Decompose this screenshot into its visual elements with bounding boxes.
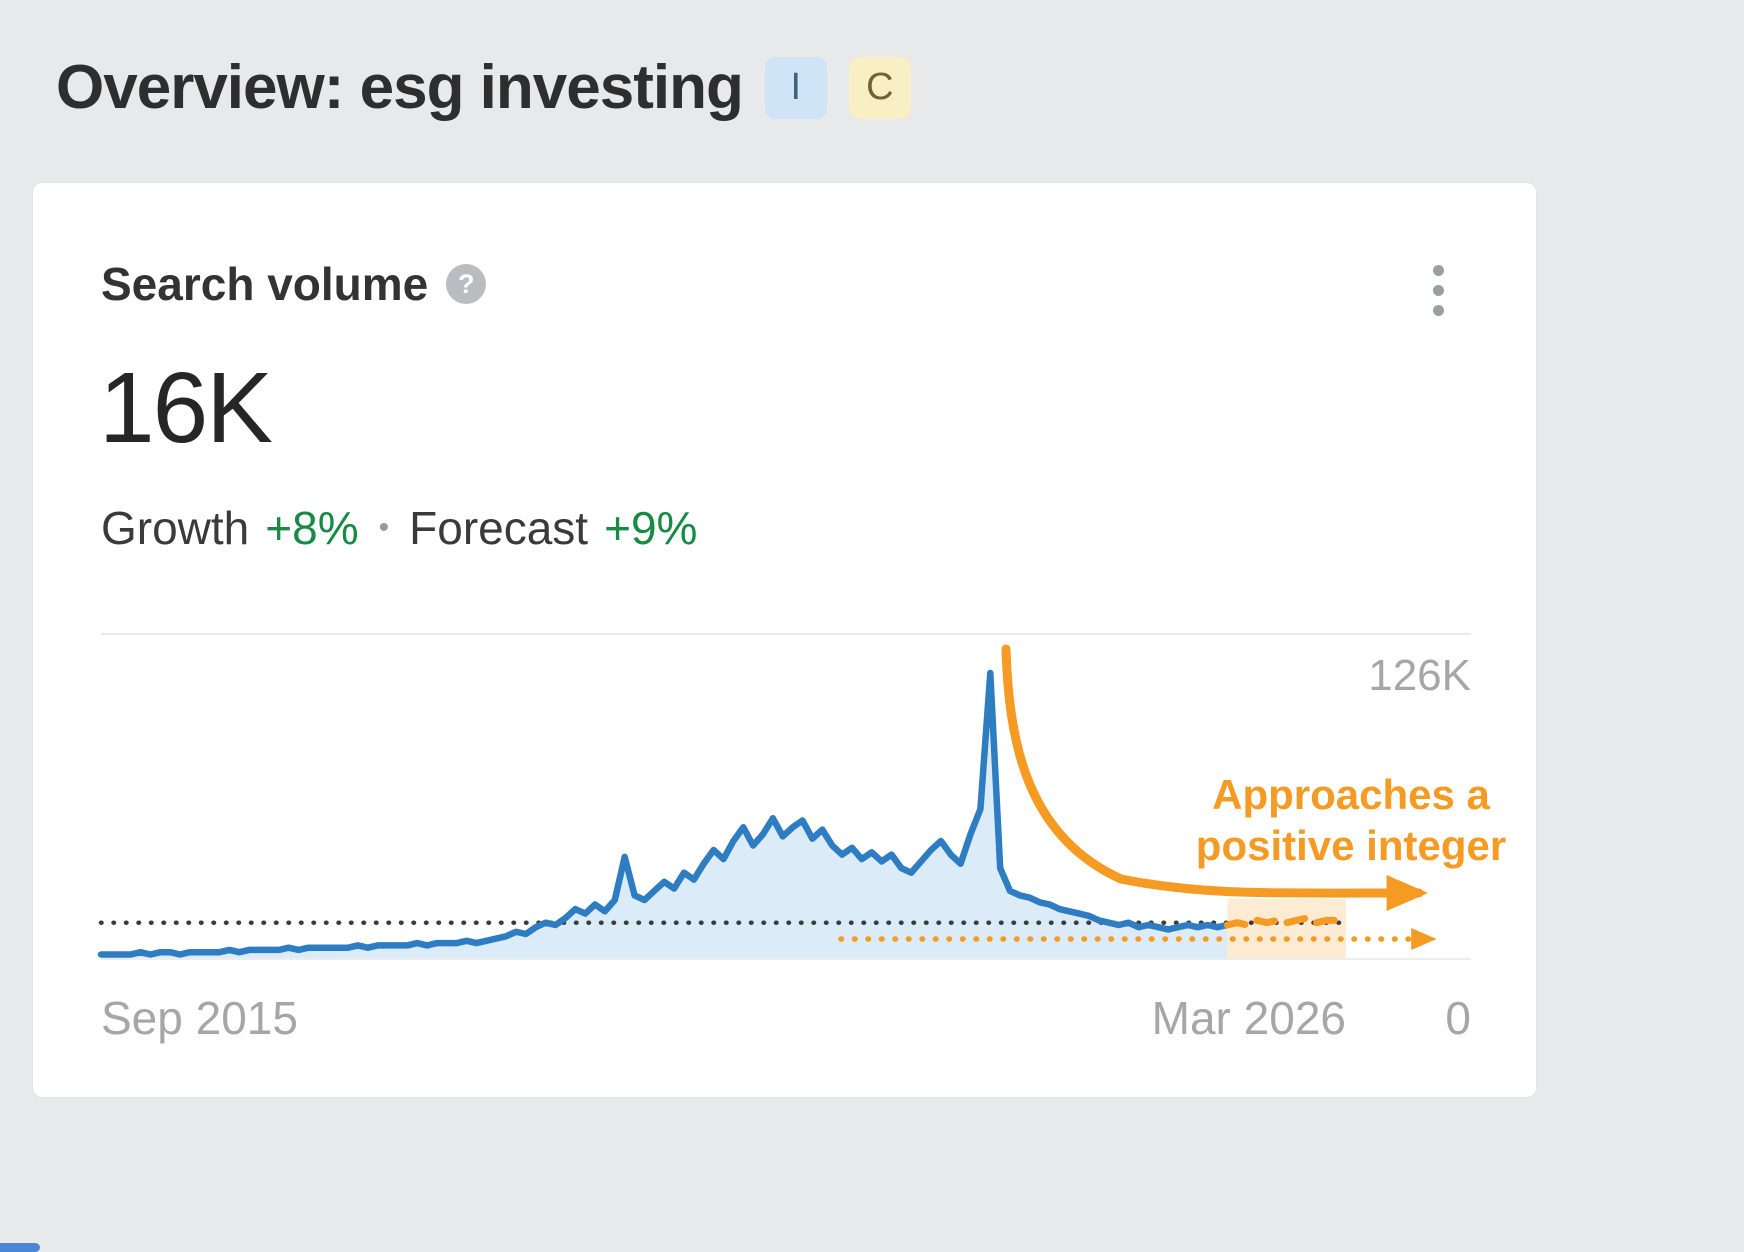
x-axis-start-label: Sep 2015 <box>101 992 298 1044</box>
page-header: Overview: esg investing I C <box>56 52 911 123</box>
intent-badge-commercial[interactable]: C <box>848 56 911 119</box>
growth-value: +8% <box>265 502 359 554</box>
help-icon[interactable]: ? <box>446 264 487 304</box>
card-title: Search volume <box>101 258 429 310</box>
forecast-label: Forecast <box>409 502 589 554</box>
history-area-fill <box>101 673 1228 959</box>
search-volume-value: 16K <box>99 352 273 464</box>
search-volume-card: Search volume ? 16K Growth +8% • Forecas… <box>32 182 1537 1098</box>
forecast-band <box>1227 899 1346 959</box>
chart-top-gridline <box>101 633 1471 635</box>
history-line <box>97 669 1231 958</box>
page-title: Overview: esg investing <box>56 53 744 122</box>
annotation-curved-arrow <box>1001 644 1429 912</box>
growth-row: Growth +8% • Forecast +9% <box>101 501 697 555</box>
search-volume-chart <box>97 644 1471 960</box>
growth-label: Growth <box>101 502 250 554</box>
card-header: Search volume ? <box>101 257 487 311</box>
cropped-chart-fragment <box>0 1243 40 1252</box>
x-axis-end-label: Mar 2026 <box>1151 992 1346 1044</box>
annotation-text: Approaches a positive integer <box>1195 771 1507 870</box>
forecast-value: +9% <box>604 502 698 554</box>
y-axis-max-label: 126K <box>1368 651 1471 700</box>
y-axis-min-label: 0 <box>1445 992 1471 1044</box>
separator-dot: • <box>378 511 390 544</box>
forecast-dashed-line <box>1223 914 1350 929</box>
overflow-menu-icon[interactable] <box>1429 261 1448 320</box>
intent-badge-informational[interactable]: I <box>764 56 827 119</box>
